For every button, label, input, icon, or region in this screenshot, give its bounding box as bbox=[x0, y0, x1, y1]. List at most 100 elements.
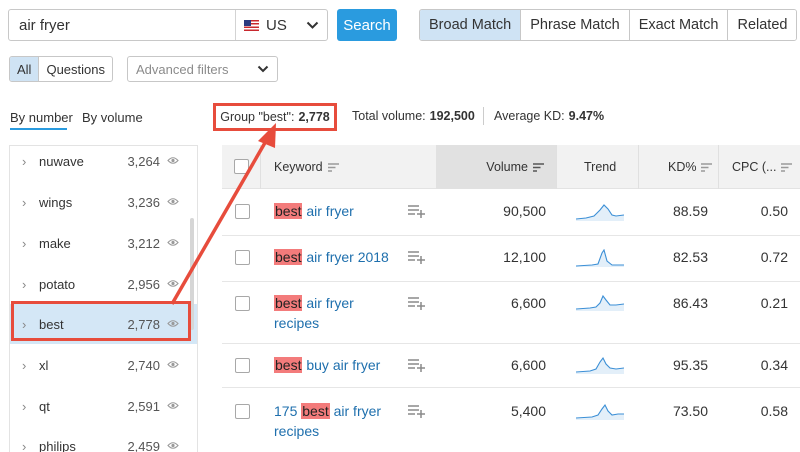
cpc-value: 0.34 bbox=[760, 357, 788, 373]
volume-value: 12,100 bbox=[503, 249, 546, 265]
group-item-make[interactable]: › make 3,212 bbox=[10, 223, 197, 263]
table-row: best buy air fryer 6,600 95.35 0.34 bbox=[222, 344, 800, 388]
column-keyword[interactable]: Keyword bbox=[274, 145, 339, 189]
database-select[interactable]: US bbox=[235, 10, 327, 40]
row-checkbox[interactable] bbox=[235, 250, 250, 265]
group-item-wings[interactable]: › wings 3,236 bbox=[10, 182, 197, 222]
table-header: Keyword Volume Trend KD% CPC (... bbox=[222, 145, 800, 189]
keyword-text: buy air fryer bbox=[302, 357, 381, 373]
column-kd[interactable]: KD% bbox=[668, 145, 713, 189]
kd-value: 95.35 bbox=[672, 357, 708, 373]
column-volume-label: Volume bbox=[486, 160, 528, 174]
group-word: qt bbox=[39, 398, 50, 414]
eye-icon[interactable] bbox=[167, 156, 179, 165]
annotation-highlight-box bbox=[11, 301, 191, 341]
keyword-link[interactable]: best air fryer recipes bbox=[274, 293, 354, 333]
group-count: 2,956 bbox=[127, 276, 160, 292]
cpc-value: 0.72 bbox=[760, 249, 788, 265]
add-to-list-icon[interactable] bbox=[408, 296, 426, 310]
search-input[interactable] bbox=[9, 10, 235, 40]
tab-by-number[interactable]: By number bbox=[10, 110, 73, 125]
keyword-text-line2: recipes bbox=[274, 423, 320, 439]
row-checkbox[interactable] bbox=[235, 296, 250, 311]
chevron-down-icon bbox=[306, 21, 319, 29]
add-to-list-icon[interactable] bbox=[408, 358, 426, 372]
total-volume-stat: Total volume: 192,500 bbox=[352, 109, 475, 123]
question-filter: All Questions bbox=[9, 56, 113, 82]
add-to-list-icon[interactable] bbox=[408, 404, 426, 418]
trend-sparkline-icon bbox=[576, 356, 624, 374]
eye-icon[interactable] bbox=[167, 197, 179, 206]
chevron-down-icon bbox=[257, 65, 269, 73]
row-checkbox[interactable] bbox=[235, 358, 250, 373]
table-row: best air fryer 90,500 88.59 0.50 bbox=[222, 190, 800, 236]
table-row: best air fryer 2018 12,100 82.53 0.72 bbox=[222, 236, 800, 282]
eye-icon[interactable] bbox=[167, 279, 179, 288]
sort-icon bbox=[701, 162, 713, 172]
column-trend: Trend bbox=[584, 160, 617, 174]
total-volume-value: 192,500 bbox=[429, 109, 475, 123]
row-checkbox[interactable] bbox=[235, 404, 250, 419]
divider bbox=[638, 145, 639, 189]
volume-value: 6,600 bbox=[510, 357, 546, 373]
divider bbox=[260, 145, 261, 189]
keyword-highlight: best bbox=[274, 295, 303, 311]
eye-icon[interactable] bbox=[167, 441, 179, 450]
group-item-xl[interactable]: › xl 2,740 bbox=[10, 345, 197, 385]
group-label: Group "best": bbox=[220, 110, 295, 124]
keyword-link[interactable]: best air fryer 2018 bbox=[274, 247, 389, 267]
chevron-right-icon: › bbox=[22, 438, 27, 452]
group-count: 2,591 bbox=[127, 398, 160, 414]
keyword-link[interactable]: best air fryer bbox=[274, 201, 354, 221]
table-row: best air fryer recipes 6,600 86.43 0.21 bbox=[222, 282, 800, 344]
row-checkbox[interactable] bbox=[235, 204, 250, 219]
average-kd-label: Average KD: bbox=[494, 109, 565, 123]
average-kd-stat: Average KD: 9.47% bbox=[494, 109, 604, 123]
group-item-best[interactable]: › best 2,778 bbox=[10, 304, 197, 344]
search-button[interactable]: Search bbox=[337, 9, 397, 41]
eye-icon[interactable] bbox=[167, 238, 179, 247]
keyword-text: air fryer bbox=[302, 203, 354, 219]
trend-sparkline-icon bbox=[576, 294, 624, 311]
tab-phrase-match[interactable]: Phrase Match bbox=[520, 10, 629, 40]
add-to-list-icon[interactable] bbox=[408, 250, 426, 264]
group-item-qt[interactable]: › qt 2,591 bbox=[10, 386, 197, 426]
average-kd-value: 9.47% bbox=[568, 109, 605, 123]
tab-by-volume[interactable]: By volume bbox=[82, 110, 143, 125]
cpc-value: 0.50 bbox=[760, 203, 788, 219]
chevron-right-icon: › bbox=[22, 235, 27, 251]
divider bbox=[556, 145, 557, 189]
filter-questions[interactable]: Questions bbox=[38, 57, 112, 81]
eye-icon[interactable] bbox=[167, 319, 179, 328]
chevron-right-icon: › bbox=[22, 357, 27, 373]
eye-icon[interactable] bbox=[167, 360, 179, 369]
eye-icon[interactable] bbox=[167, 401, 179, 410]
add-to-list-icon[interactable] bbox=[408, 204, 426, 218]
select-all-checkbox[interactable] bbox=[234, 159, 249, 174]
group-item-nuwave[interactable]: › nuwave 3,264 bbox=[10, 146, 197, 181]
filter-all[interactable]: All bbox=[10, 57, 39, 81]
tab-related[interactable]: Related bbox=[727, 10, 797, 40]
tab-exact-match[interactable]: Exact Match bbox=[628, 10, 728, 40]
group-word: potato bbox=[39, 276, 76, 292]
us-flag-icon bbox=[244, 19, 259, 31]
sort-icon bbox=[327, 162, 339, 172]
group-item-philips[interactable]: › philips 2,459 bbox=[10, 426, 197, 452]
keyword-link[interactable]: 175 best air fryer recipes bbox=[274, 401, 381, 441]
chevron-right-icon: › bbox=[22, 194, 27, 210]
tab-broad-match[interactable]: Broad Match bbox=[420, 10, 521, 40]
keyword-link[interactable]: best buy air fryer bbox=[274, 355, 380, 375]
kd-value: 82.53 bbox=[672, 249, 708, 265]
group-word: wings bbox=[39, 194, 73, 210]
column-cpc[interactable]: CPC (... bbox=[732, 145, 793, 189]
group-item-potato[interactable]: › potato 2,956 bbox=[10, 264, 197, 304]
divider bbox=[483, 107, 484, 125]
column-volume[interactable]: Volume bbox=[436, 145, 556, 189]
advanced-filters-dropdown[interactable]: Advanced filters bbox=[127, 56, 278, 82]
sort-icon bbox=[781, 162, 793, 172]
kd-value: 73.50 bbox=[672, 403, 708, 419]
group-word: make bbox=[39, 235, 71, 251]
keyword-groups-list: › nuwave 3,264 › wings 3,236 › make 3,21… bbox=[9, 145, 198, 452]
chevron-right-icon: › bbox=[22, 276, 27, 292]
group-word: nuwave bbox=[39, 153, 84, 169]
